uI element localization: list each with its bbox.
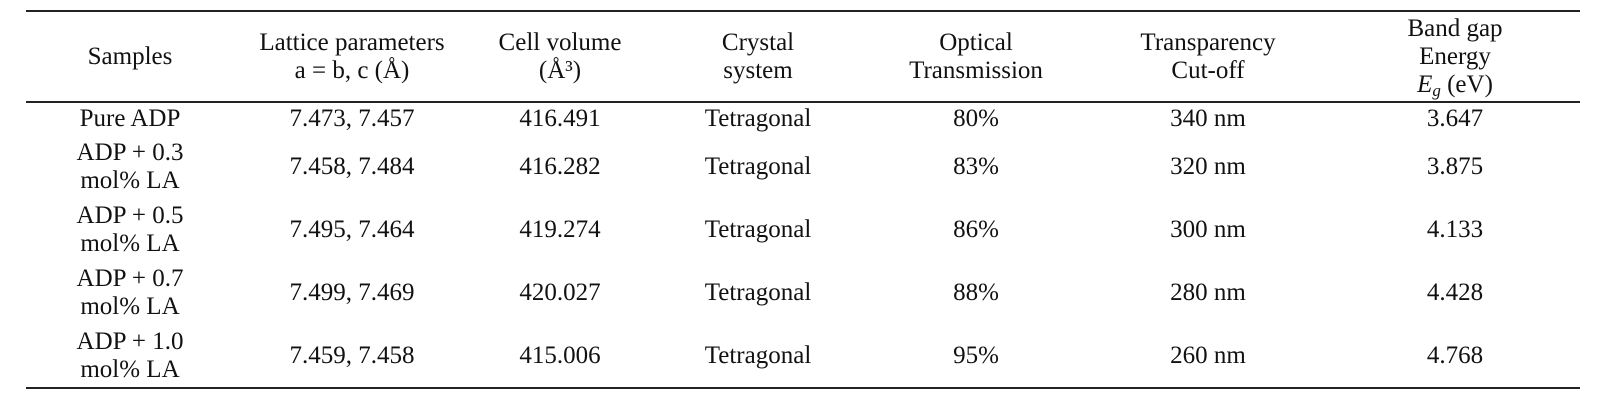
table-header-row: Samples Lattice parameters a = b, c (Å) … — [26, 11, 1580, 102]
cell-sample-line2: mol% LA — [80, 292, 180, 320]
cell-sample-line2: mol% LA — [80, 166, 180, 194]
cell-sample-line1: ADP + 0.5 — [76, 201, 184, 229]
header-samples: Samples — [26, 11, 234, 102]
cell-lattice: 7.495, 7.464 — [289, 215, 415, 243]
cell-band-gap: 4.768 — [1426, 341, 1484, 369]
header-bandgap-line1: Band gap — [1407, 14, 1503, 42]
cell-sample-line1: ADP + 0.3 — [76, 138, 184, 166]
header-bandgap-unit: (eV) — [1440, 70, 1493, 98]
cell-band-gap: 3.875 — [1426, 152, 1484, 180]
cell-crystal-system: Tetragonal — [704, 152, 812, 180]
header-cell-volume: Cell volume (Å³) — [470, 11, 650, 102]
header-crystal-system: Crystal system — [650, 11, 866, 102]
cell-optical-transmission: 86% — [953, 215, 999, 243]
table-row: Pure ADP 7.473, 7.457 416.491 Tetragonal… — [26, 102, 1580, 135]
cell-transparency-cutoff: 260 nm — [1170, 341, 1246, 369]
table-row: ADP + 0.5 mol% LA 7.495, 7.464 419.274 T… — [26, 198, 1580, 261]
cell-sample: ADP + 0.7 mol% LA — [26, 261, 234, 324]
table-row: ADP + 0.7 mol% LA 7.499, 7.469 420.027 T… — [26, 261, 1580, 324]
crystal-properties-table: Samples Lattice parameters a = b, c (Å) … — [26, 10, 1580, 389]
cell-optical-transmission: 95% — [953, 341, 999, 369]
cell-band-gap: 4.428 — [1426, 278, 1484, 306]
header-crystal-line2: system — [723, 56, 793, 84]
cell-optical-transmission: 80% — [953, 105, 999, 132]
header-band-gap-energy: Band gap Energy Eg (eV) — [1330, 11, 1580, 102]
header-bandgap-symbol-line: Eg (eV) — [1330, 71, 1580, 99]
cell-crystal-system: Tetragonal — [704, 105, 812, 132]
cell-volume: 419.274 — [519, 215, 601, 243]
cell-sample: ADP + 0.3 mol% LA — [26, 135, 234, 198]
cell-crystal-system: Tetragonal — [704, 278, 812, 306]
cell-volume: 416.282 — [519, 152, 601, 180]
cell-optical-transmission: 88% — [953, 278, 999, 306]
header-cutoff-line2: Cut-off — [1171, 56, 1245, 84]
header-lattice-line2: a = b, c (Å) — [294, 56, 410, 84]
cell-volume: 420.027 — [519, 278, 601, 306]
header-samples-label: Samples — [87, 42, 173, 70]
cell-sample: Pure ADP — [26, 102, 234, 135]
cell-band-gap: 3.647 — [1426, 105, 1484, 132]
header-volume-line2: (Å³) — [538, 56, 582, 84]
header-lattice-line1: Lattice parameters — [259, 28, 445, 56]
cell-sample-line2: mol% LA — [80, 229, 180, 257]
cell-sample: ADP + 1.0 mol% LA — [26, 324, 234, 388]
cell-lattice: 7.473, 7.457 — [289, 105, 415, 132]
cell-volume: 416.491 — [519, 105, 601, 132]
cell-volume: 415.006 — [519, 341, 601, 369]
cell-lattice: 7.458, 7.484 — [289, 152, 415, 180]
table-row: ADP + 1.0 mol% LA 7.459, 7.458 415.006 T… — [26, 324, 1580, 388]
header-bandgap-line2: Energy — [1419, 42, 1491, 70]
cell-band-gap: 4.133 — [1426, 215, 1484, 243]
header-lattice-parameters: Lattice parameters a = b, c (Å) — [234, 11, 470, 102]
header-bandgap-symbol: E — [1417, 70, 1433, 98]
cell-transparency-cutoff: 280 nm — [1170, 278, 1246, 306]
cell-sample-line1: ADP + 1.0 — [76, 327, 184, 355]
cell-crystal-system: Tetragonal — [704, 341, 812, 369]
cell-sample-line1: Pure ADP — [79, 105, 181, 132]
cell-sample-line2: mol% LA — [80, 355, 180, 383]
cell-lattice: 7.459, 7.458 — [289, 341, 415, 369]
cell-sample: ADP + 0.5 mol% LA — [26, 198, 234, 261]
header-optical-transmission: Optical Transmission — [866, 11, 1086, 102]
cell-sample-line1: ADP + 0.7 — [76, 264, 184, 292]
header-crystal-line1: Crystal — [721, 28, 795, 56]
cell-crystal-system: Tetragonal — [704, 215, 812, 243]
cell-lattice: 7.499, 7.469 — [289, 278, 415, 306]
table-row: ADP + 0.3 mol% LA 7.458, 7.484 416.282 T… — [26, 135, 1580, 198]
cell-optical-transmission: 83% — [953, 152, 999, 180]
header-optical-line1: Optical — [939, 28, 1013, 56]
cell-transparency-cutoff: 320 nm — [1170, 152, 1246, 180]
data-table-container: Samples Lattice parameters a = b, c (Å) … — [26, 10, 1580, 389]
header-cutoff-line1: Transparency — [1140, 28, 1276, 56]
header-transparency-cutoff: Transparency Cut-off — [1086, 11, 1330, 102]
header-volume-line1: Cell volume — [498, 28, 622, 56]
header-optical-line2: Transmission — [909, 56, 1043, 84]
cell-transparency-cutoff: 340 nm — [1170, 105, 1246, 132]
header-bandgap-subscript: g — [1432, 80, 1441, 100]
cell-transparency-cutoff: 300 nm — [1170, 215, 1246, 243]
